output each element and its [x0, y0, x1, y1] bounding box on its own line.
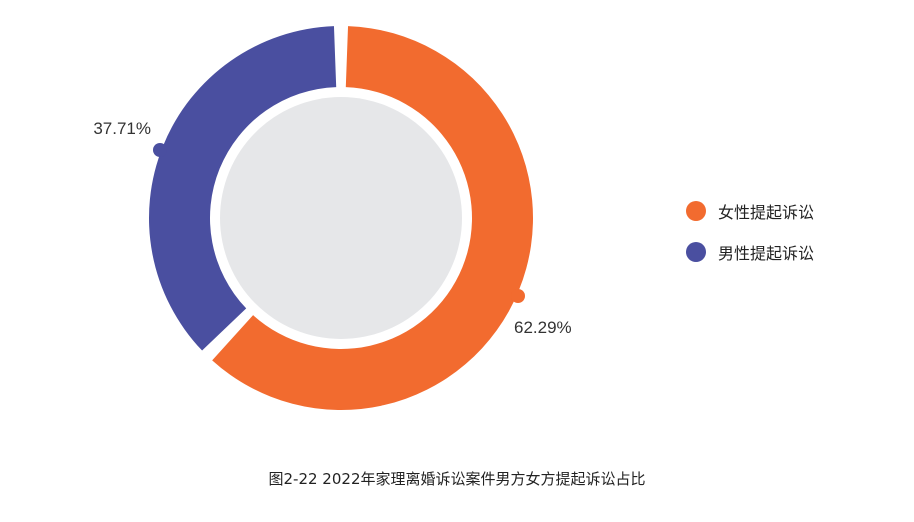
slices-layer — [149, 26, 533, 411]
legend-label-female: 女性提起诉讼 — [718, 203, 815, 222]
legend-label-male: 男性提起诉讼 — [718, 244, 815, 263]
legend-marker-male — [686, 242, 706, 262]
label-marker-male — [153, 143, 167, 157]
data-label-female: 62.29% — [514, 318, 572, 337]
legend-item-female[interactable]: 女性提起诉讼 — [686, 194, 814, 228]
center-disc — [220, 97, 462, 339]
labels-layer: 62.29% 37.71% — [93, 119, 571, 337]
data-label-male: 37.71% — [93, 119, 151, 138]
slice-male[interactable] — [149, 26, 337, 351]
label-marker-female — [511, 289, 525, 303]
legend: 女性提起诉讼 男性提起诉讼 — [686, 194, 814, 276]
legend-marker-female — [686, 201, 706, 221]
chart-caption: 图2-22 2022年家理离婚诉讼案件男方女方提起诉讼占比 — [268, 470, 646, 488]
slice-female[interactable] — [212, 26, 533, 411]
legend-item-male[interactable]: 男性提起诉讼 — [686, 235, 814, 269]
